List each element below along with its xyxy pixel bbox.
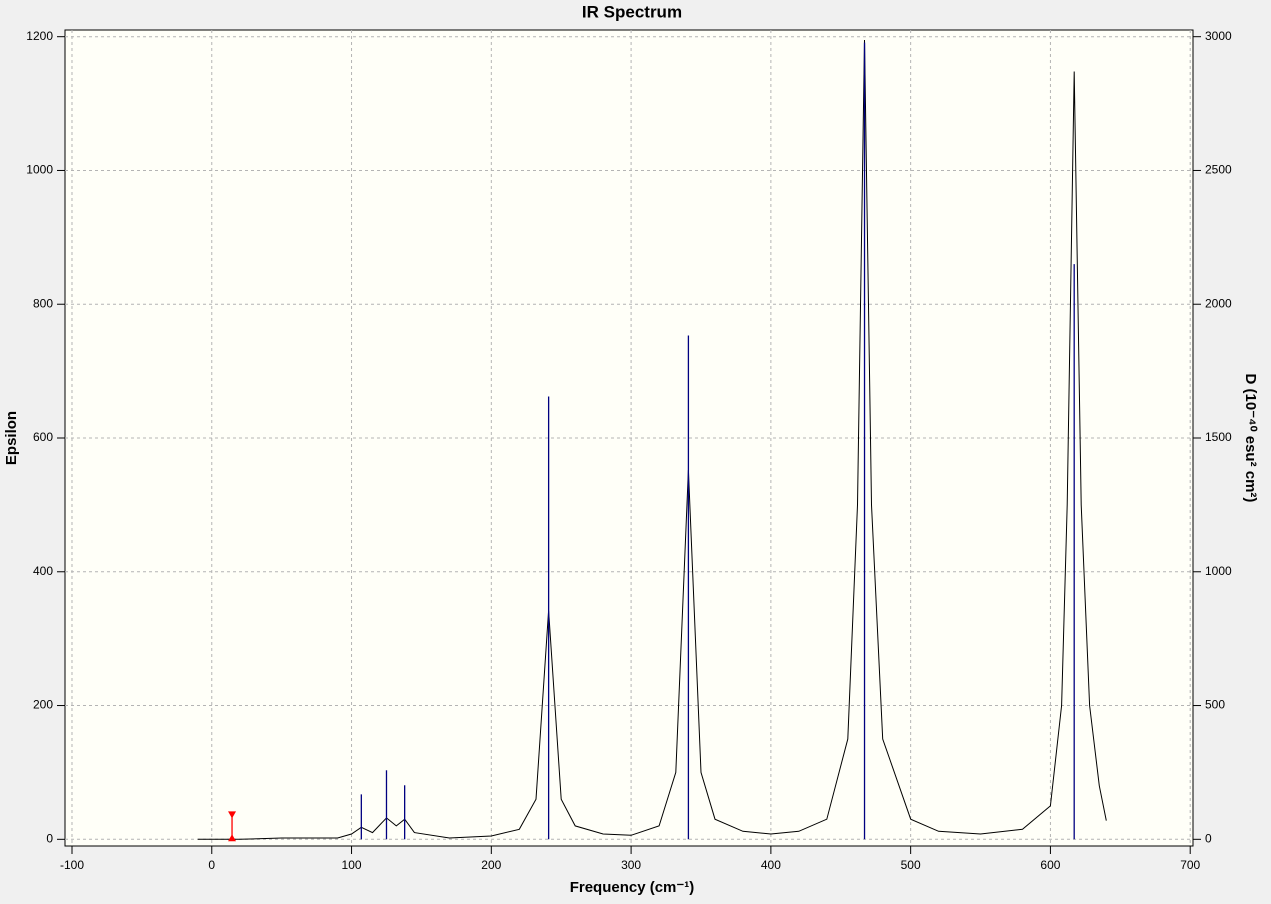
y-tick-label: 200 (33, 698, 53, 712)
marker-bottom (228, 834, 237, 842)
y2-tick-label: 500 (1205, 698, 1225, 712)
x-tick-label: 500 (901, 858, 921, 872)
y-tick-label: 1200 (26, 29, 53, 43)
x-tick-label: 0 (208, 858, 215, 872)
y2-tick-label: 1000 (1205, 564, 1232, 578)
y2-tick-label: 2000 (1205, 296, 1232, 310)
chart-title: IR Spectrum (582, 2, 682, 21)
x-tick-label: 700 (1180, 858, 1200, 872)
y2-tick-label: 2500 (1205, 163, 1232, 177)
x-tick-label: 300 (621, 858, 641, 872)
x-tick-label: 200 (481, 858, 501, 872)
y-tick-label: 800 (33, 296, 53, 310)
y2-axis-label: D (10⁻⁴⁰ esu² cm²) (1242, 374, 1259, 503)
marker-top (228, 811, 237, 819)
y-tick-label: 600 (33, 430, 53, 444)
x-axis-label: Frequency (cm⁻¹) (570, 879, 695, 896)
y2-tick-label: 3000 (1205, 29, 1232, 43)
y-tick-label: 0 (46, 831, 53, 845)
x-tick-label: 600 (1040, 858, 1060, 872)
x-tick-label: 400 (761, 858, 781, 872)
y-tick-label: 1000 (26, 163, 53, 177)
x-tick-label: -100 (60, 858, 84, 872)
x-tick-label: 100 (342, 858, 362, 872)
y-tick-label: 400 (33, 564, 53, 578)
y-axis-label: Epsilon (3, 411, 20, 465)
y2-tick-label: 0 (1205, 831, 1212, 845)
spectrum-line (197, 39, 1107, 840)
y2-tick-label: 1500 (1205, 430, 1232, 444)
